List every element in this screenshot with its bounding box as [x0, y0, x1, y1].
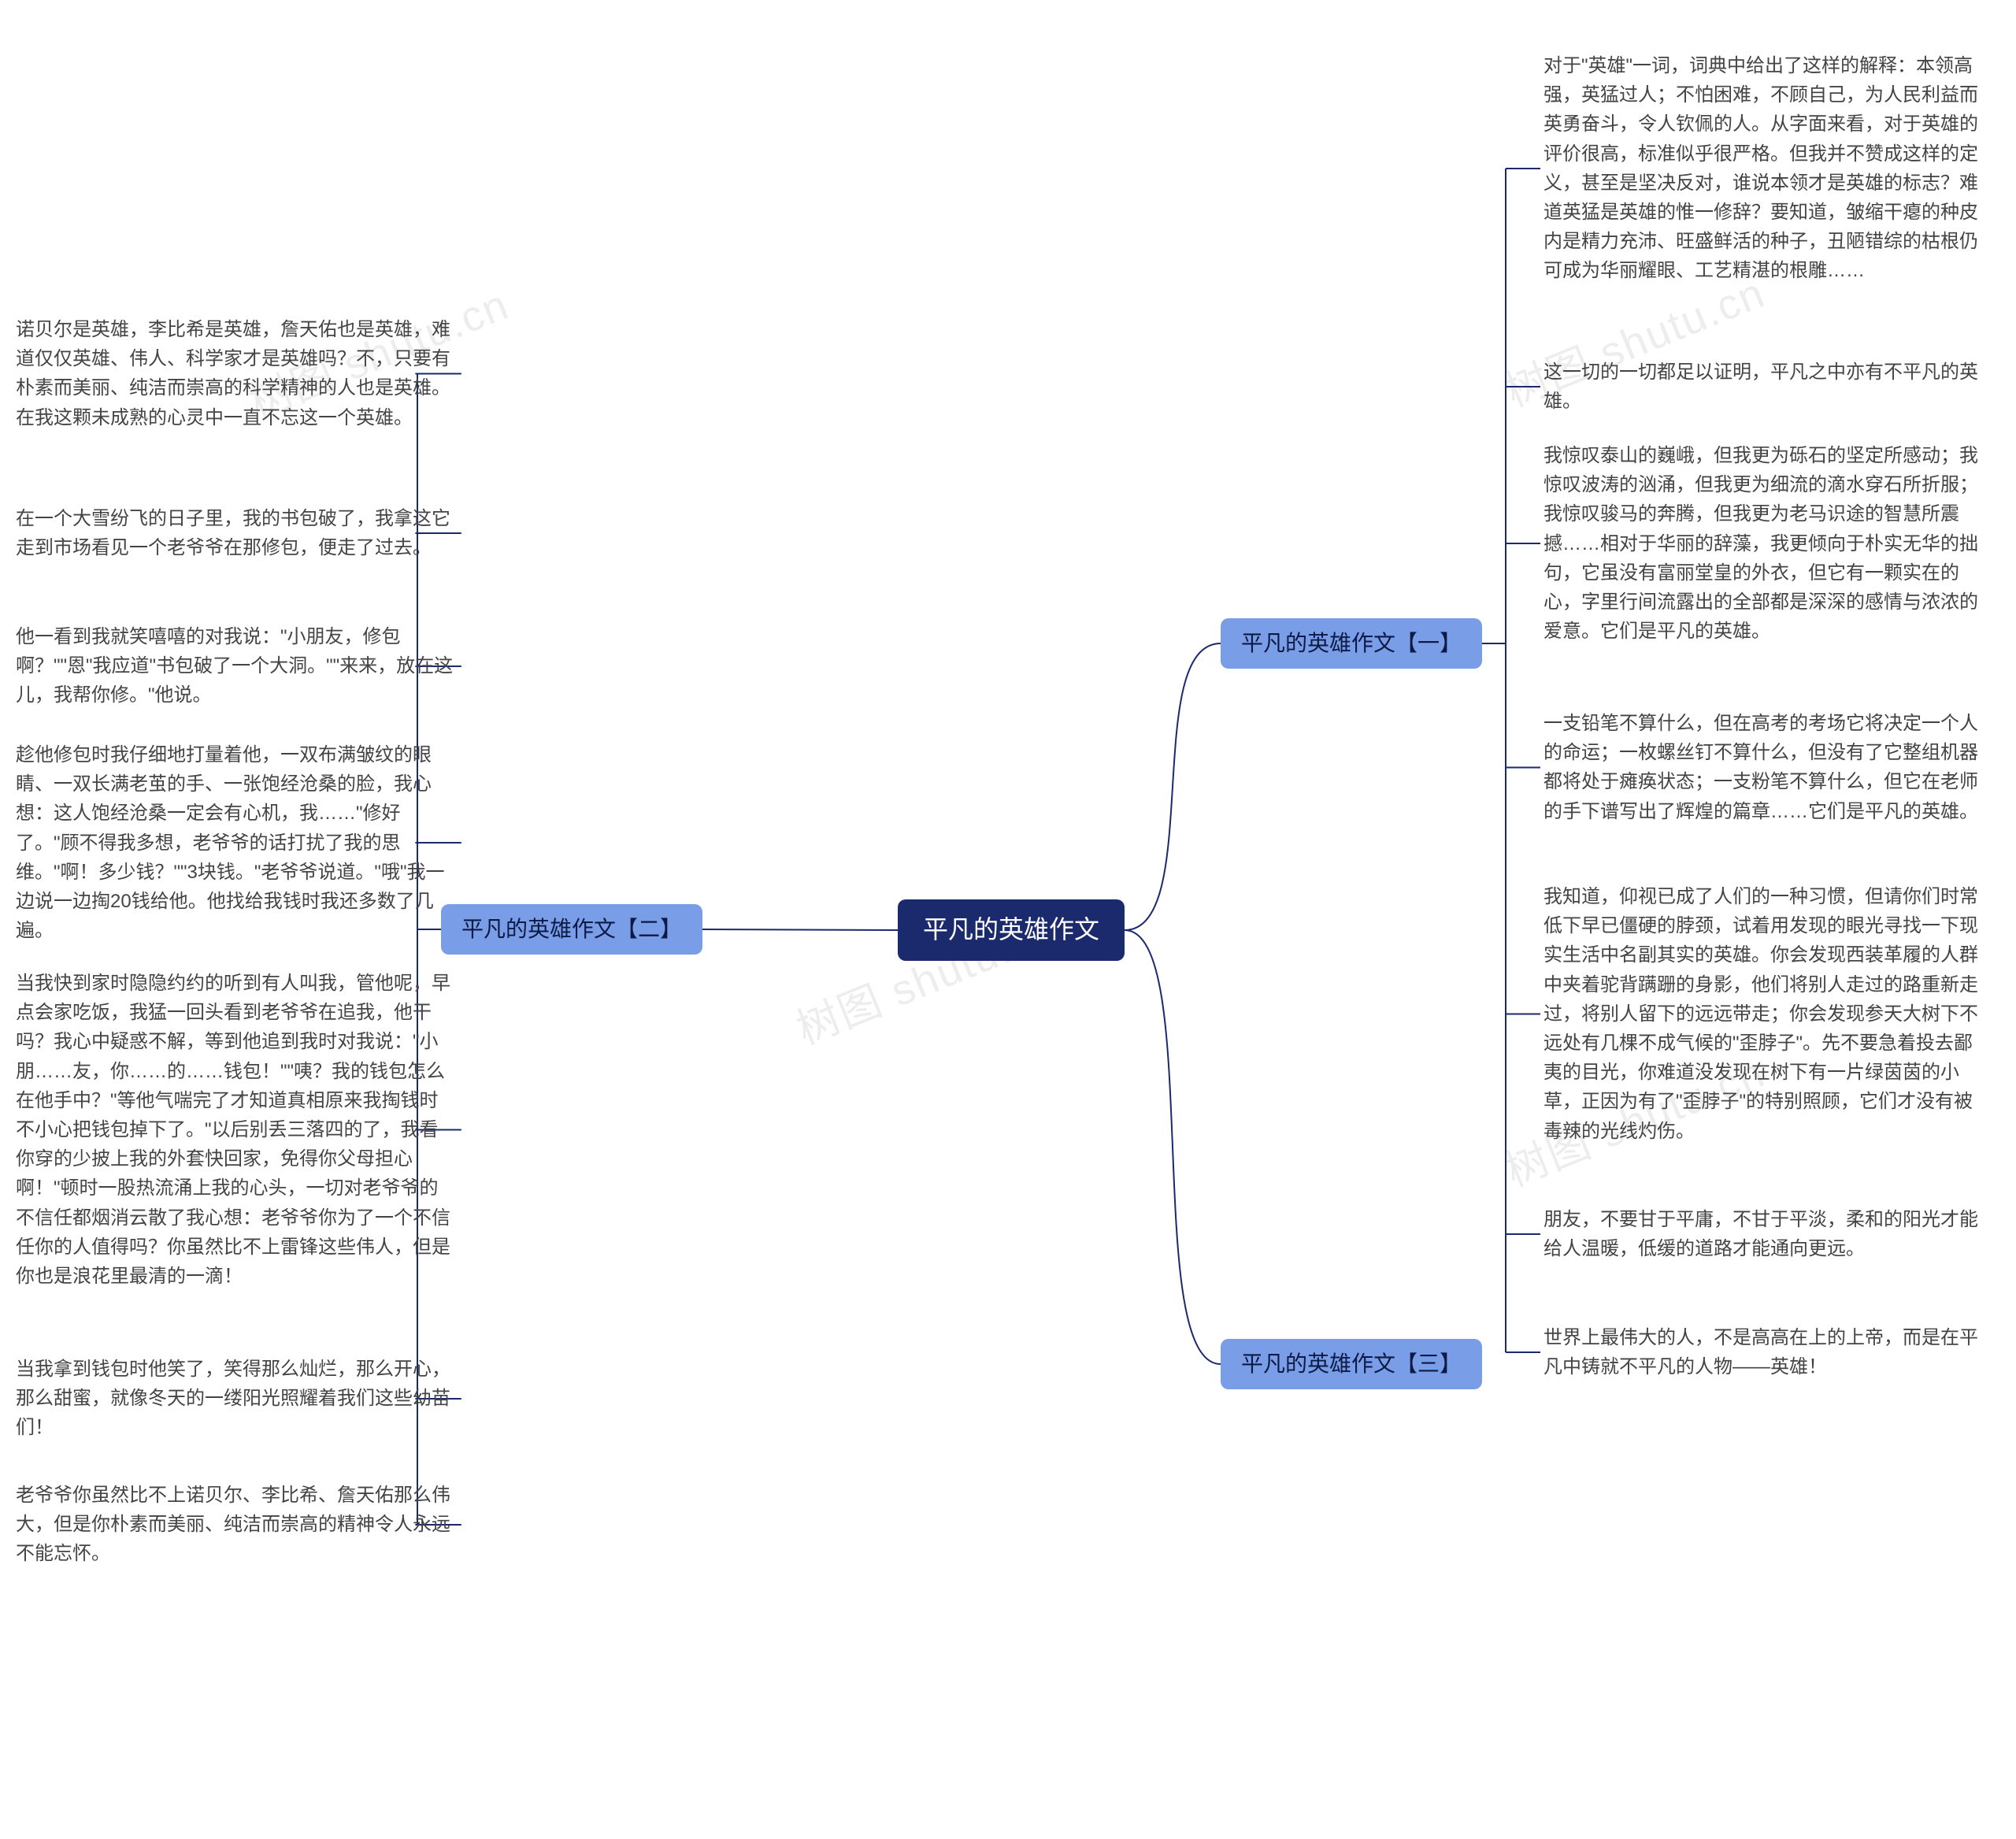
leaf-text: 对于"英雄"一词，词典中给出了这样的解释：本领高强，英猛过人；不怕困难，不顾自己…	[1544, 51, 1984, 286]
leaf-text: 当我快到家时隐隐约约的听到有人叫我，管他呢，早点会家吃饭，我猛一回头看到老爷爷在…	[16, 969, 457, 1291]
leaf-text: 我惊叹泰山的巍峨，但我更为砾石的坚定所感动；我惊叹波涛的汹涌，但我更为细流的滴水…	[1544, 441, 1984, 646]
leaf-text: 他一看到我就笑嘻嘻的对我说："小朋友，修包啊？""恩"我应道"书包破了一个大洞。…	[16, 622, 457, 710]
leaf-text: 这一切的一切都足以证明，平凡之中亦有不平凡的英雄。	[1544, 358, 1984, 416]
leaf-text: 一支铅笔不算什么，但在高考的考场它将决定一个人的命运；一枚螺丝钉不算什么，但没有…	[1544, 709, 1984, 826]
leaf-text: 朋友，不要甘于平庸，不甘于平淡，柔和的阳光才能给人温暖，低缓的道路才能通向更远。	[1544, 1205, 1984, 1263]
leaf-text: 世界上最伟大的人，不是高高在上的上帝，而是在平凡中铸就不平凡的人物——英雄！	[1544, 1323, 1984, 1381]
branch-essay-3: 平凡的英雄作文【三】	[1221, 1339, 1482, 1389]
leaf-text: 老爷爷你虽然比不上诺贝尔、李比希、詹天佑那么伟大，但是你朴素而美丽、纯洁而崇高的…	[16, 1481, 457, 1569]
branch-essay-2: 平凡的英雄作文【二】	[441, 904, 702, 955]
leaf-text: 我知道，仰视已成了人们的一种习惯，但请你们时常低下早已僵硬的脖颈，试着用发现的眼…	[1544, 882, 1984, 1146]
leaf-text: 在一个大雪纷飞的日子里，我的书包破了，我拿这它走到市场看见一个老爷爷在那修包，便…	[16, 504, 457, 562]
leaf-text: 当我拿到钱包时他笑了，笑得那么灿烂，那么开心，那么甜蜜，就像冬天的一缕阳光照耀着…	[16, 1355, 457, 1443]
root-node: 平凡的英雄作文	[898, 899, 1125, 961]
leaf-text: 趁他修包时我仔细地打量着他，一双布满皱纹的眼睛、一双长满老茧的手、一张饱经沧桑的…	[16, 740, 457, 945]
branch-essay-1: 平凡的英雄作文【一】	[1221, 618, 1482, 669]
leaf-text: 诺贝尔是英雄，李比希是英雄，詹天佑也是英雄，难道仅仅英雄、伟人、科学家才是英雄吗…	[16, 315, 457, 432]
